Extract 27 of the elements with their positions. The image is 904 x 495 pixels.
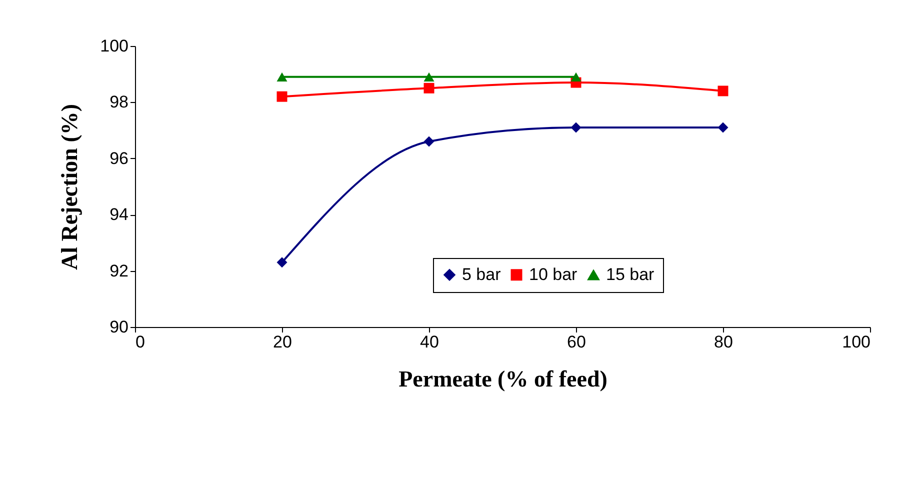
point [276, 91, 288, 102]
point [570, 72, 582, 82]
x-tick-label: 80 [714, 332, 733, 352]
legend-label: 10 bar [529, 264, 578, 284]
point [276, 257, 288, 268]
y-tick-label: 92 [110, 261, 128, 280]
x-axis-title: Permeate (% of feed) [398, 366, 608, 392]
y-tick-label: 94 [110, 205, 128, 224]
legend-label: 5 bar [462, 264, 502, 284]
point [718, 122, 728, 133]
y-tick-label: 100 [100, 36, 128, 56]
x-tick-label: 100 [842, 332, 870, 352]
point [424, 82, 434, 94]
legend-label: 15 bar [606, 265, 655, 284]
y-tick-label: 90 [110, 318, 128, 336]
x-tick-label: 40 [420, 332, 439, 352]
point [570, 122, 582, 133]
point [718, 86, 728, 96]
y-axis-title: Al Rejection (%) [57, 104, 82, 270]
point [424, 136, 434, 147]
x-tick-label: 60 [567, 332, 586, 352]
x-tick-label: 0 [136, 332, 145, 352]
y-tick-label: 98 [110, 92, 128, 112]
x-tick-label: 20 [273, 332, 292, 352]
point [276, 72, 288, 82]
y-tick-label: 96 [110, 148, 128, 168]
point [424, 72, 434, 82]
